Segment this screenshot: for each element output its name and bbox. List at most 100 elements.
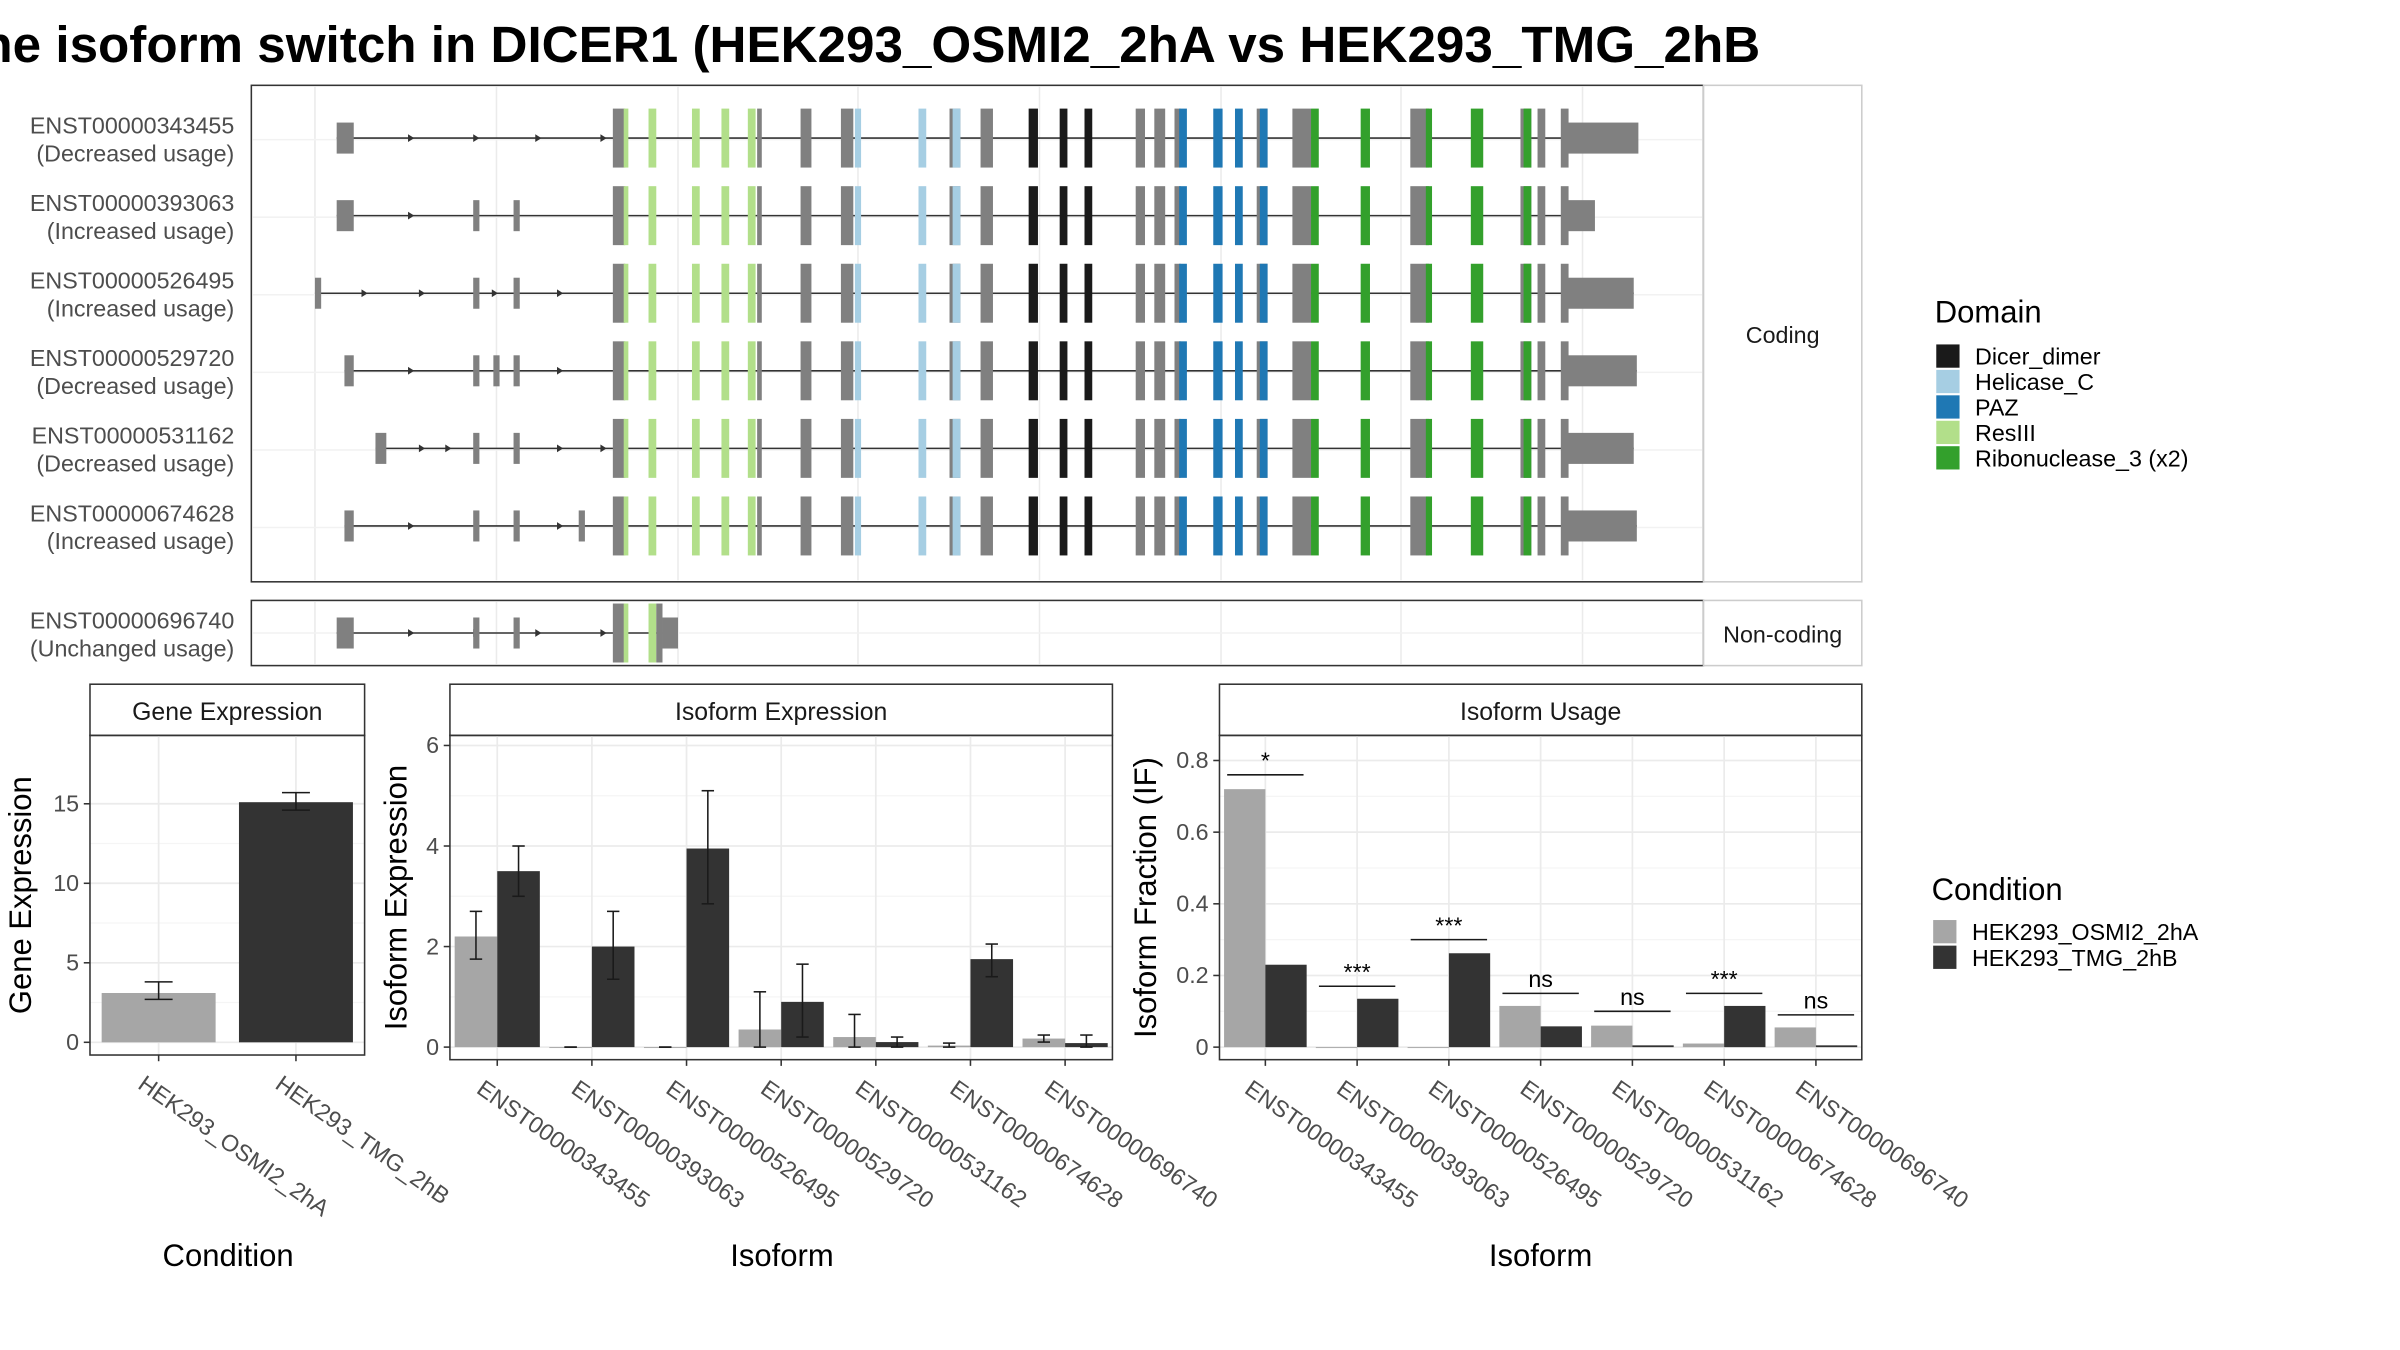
exon xyxy=(721,186,730,246)
strand-arrow xyxy=(408,629,415,637)
exon xyxy=(1174,418,1181,478)
exon xyxy=(1292,263,1312,323)
exon xyxy=(854,496,862,556)
coding-panel-border xyxy=(250,84,1705,583)
exon xyxy=(952,496,961,556)
strand-arrow xyxy=(535,629,542,637)
bar xyxy=(1682,1043,1725,1048)
exon xyxy=(1360,263,1370,323)
exon xyxy=(1523,263,1532,323)
domain-legend-swatch xyxy=(1936,369,1960,394)
exon xyxy=(1179,186,1187,246)
condition-legend-title: Condition xyxy=(1932,872,2063,907)
exon xyxy=(747,108,756,168)
exon xyxy=(1560,186,1569,246)
panel-strip xyxy=(1218,683,1863,737)
exon xyxy=(980,341,993,401)
exon xyxy=(648,341,657,401)
exon xyxy=(578,510,585,542)
exon xyxy=(1179,418,1187,478)
exon xyxy=(1410,186,1429,246)
y-axis-title: Gene Expression xyxy=(3,776,38,1014)
exon xyxy=(1259,341,1268,401)
exon xyxy=(513,277,520,309)
bar xyxy=(1591,1025,1633,1048)
y-tick-label: 0.6 xyxy=(1176,819,1208,845)
exon xyxy=(800,263,812,323)
exon xyxy=(1213,263,1223,323)
exon xyxy=(1174,186,1181,246)
exon xyxy=(1179,108,1187,168)
x-tick-label: ENST00000529720 xyxy=(756,1075,938,1214)
transcript-track xyxy=(344,341,1637,401)
exon xyxy=(1059,496,1068,556)
error-bar xyxy=(1080,1034,1093,1048)
exon xyxy=(840,186,854,246)
exon xyxy=(1311,186,1319,246)
exon xyxy=(691,263,700,323)
exon xyxy=(1292,108,1312,168)
exon xyxy=(1537,341,1546,401)
strand-arrow xyxy=(418,444,426,453)
exon xyxy=(1213,418,1223,478)
exon xyxy=(757,418,762,478)
bar xyxy=(101,993,216,1043)
exon xyxy=(1470,186,1484,246)
x-axis-title: Isoform xyxy=(730,1238,833,1273)
bar xyxy=(1357,998,1399,1048)
exon xyxy=(375,432,387,464)
isoform-expression-chart: Isoform Expression0246ENST00000343455ENS… xyxy=(378,683,1223,1273)
noncoding-track xyxy=(336,603,679,663)
exon xyxy=(1213,186,1223,246)
exon xyxy=(1537,418,1546,478)
significance-label: *** xyxy=(1435,912,1462,938)
y-tick-label: 10 xyxy=(53,870,79,896)
exon xyxy=(1028,496,1038,556)
transcript-track xyxy=(375,418,1634,478)
bar xyxy=(1499,1005,1541,1048)
error-bar xyxy=(753,991,767,1048)
noncoding-strip xyxy=(1702,599,1863,667)
exon xyxy=(757,108,762,168)
exon xyxy=(648,603,657,663)
exon xyxy=(1292,341,1312,401)
exon xyxy=(473,617,480,649)
bar xyxy=(1407,1047,1449,1049)
exon xyxy=(1135,263,1146,323)
exon xyxy=(1470,108,1484,168)
exon xyxy=(1410,263,1429,323)
exon xyxy=(336,122,354,154)
exon xyxy=(1135,108,1146,168)
exon xyxy=(747,418,756,478)
exon xyxy=(648,496,657,556)
exon xyxy=(980,496,993,556)
strand-arrow xyxy=(445,444,452,453)
exon xyxy=(757,341,762,401)
transcript-id-label: ENST00000696740 xyxy=(30,607,234,633)
exon xyxy=(1259,108,1268,168)
exon xyxy=(493,355,500,387)
exon xyxy=(1059,186,1068,246)
figure-title: he isoform switch in DICER1 (HEK293_OSMI… xyxy=(0,16,1760,73)
exon xyxy=(1028,341,1038,401)
exon xyxy=(1154,496,1166,556)
exon xyxy=(840,108,854,168)
panel-strip-title: Gene Expression xyxy=(132,699,322,726)
exon xyxy=(854,186,862,246)
exon xyxy=(314,277,322,309)
exon xyxy=(1560,341,1569,401)
exon xyxy=(612,603,626,663)
exon xyxy=(473,355,480,387)
utr-exon xyxy=(1567,122,1639,154)
transcript-usage-label: (Decreased usage) xyxy=(36,140,234,166)
exon xyxy=(918,186,927,246)
domain-legend-label: Dicer_dimer xyxy=(1975,344,2101,370)
exon xyxy=(1425,341,1433,401)
isoform-usage-chart: Isoform Usage*******nsns***ns00.20.40.60… xyxy=(1128,683,1973,1273)
exon xyxy=(691,108,700,168)
x-axis-title: Condition xyxy=(163,1238,294,1273)
exon xyxy=(1174,108,1181,168)
exon xyxy=(721,496,730,556)
exon xyxy=(1234,108,1243,168)
